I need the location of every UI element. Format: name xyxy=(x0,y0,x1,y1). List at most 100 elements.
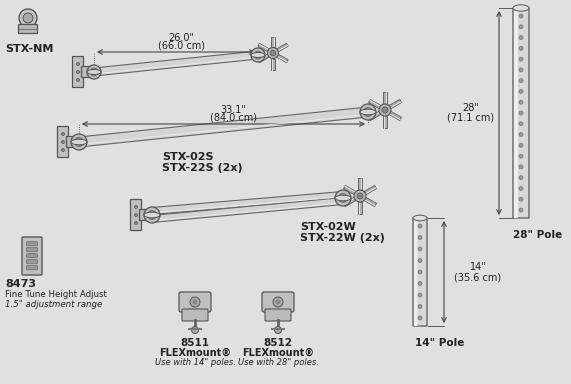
Text: 8511: 8511 xyxy=(180,338,210,348)
Polygon shape xyxy=(364,185,376,195)
FancyBboxPatch shape xyxy=(265,309,291,321)
Ellipse shape xyxy=(413,215,427,221)
Circle shape xyxy=(519,79,523,83)
Circle shape xyxy=(519,25,523,29)
Circle shape xyxy=(23,13,33,23)
FancyBboxPatch shape xyxy=(18,25,38,33)
Polygon shape xyxy=(344,185,356,195)
Circle shape xyxy=(519,132,523,137)
Circle shape xyxy=(251,48,265,62)
Circle shape xyxy=(519,14,523,18)
Ellipse shape xyxy=(87,70,101,74)
Circle shape xyxy=(192,300,198,305)
Circle shape xyxy=(339,194,347,202)
Circle shape xyxy=(418,224,422,228)
FancyBboxPatch shape xyxy=(413,218,427,326)
Circle shape xyxy=(135,205,138,209)
Circle shape xyxy=(357,193,363,199)
Circle shape xyxy=(62,132,65,136)
Polygon shape xyxy=(258,43,269,52)
Circle shape xyxy=(519,197,523,201)
Circle shape xyxy=(335,190,351,206)
Circle shape xyxy=(275,326,282,333)
Text: Use with 28" poles.: Use with 28" poles. xyxy=(238,358,319,367)
Polygon shape xyxy=(368,111,381,121)
Polygon shape xyxy=(78,107,368,147)
Ellipse shape xyxy=(251,53,265,58)
Circle shape xyxy=(135,222,138,225)
Circle shape xyxy=(418,247,422,251)
Circle shape xyxy=(90,68,98,76)
Text: 14" Pole: 14" Pole xyxy=(415,338,464,348)
Circle shape xyxy=(364,108,372,116)
Text: STX-22W (2x): STX-22W (2x) xyxy=(300,233,385,243)
Text: 8473: 8473 xyxy=(5,279,36,289)
Text: (66.0 cm): (66.0 cm) xyxy=(158,41,204,51)
FancyBboxPatch shape xyxy=(22,237,42,275)
FancyBboxPatch shape xyxy=(182,309,208,321)
Ellipse shape xyxy=(71,139,87,145)
Text: (84.0 cm): (84.0 cm) xyxy=(210,113,257,123)
FancyBboxPatch shape xyxy=(414,218,417,326)
Ellipse shape xyxy=(513,5,529,11)
FancyBboxPatch shape xyxy=(131,200,142,230)
Polygon shape xyxy=(94,51,259,76)
Circle shape xyxy=(190,297,200,307)
Circle shape xyxy=(62,149,65,152)
Circle shape xyxy=(519,36,523,40)
Circle shape xyxy=(519,46,523,50)
Ellipse shape xyxy=(360,109,376,115)
Circle shape xyxy=(418,235,422,240)
Circle shape xyxy=(62,141,65,144)
Polygon shape xyxy=(358,202,362,214)
Text: STX-02S: STX-02S xyxy=(162,152,214,162)
Circle shape xyxy=(418,316,422,320)
Circle shape xyxy=(519,175,523,180)
Text: 28" Pole: 28" Pole xyxy=(513,230,562,240)
Circle shape xyxy=(519,187,523,190)
Circle shape xyxy=(382,107,388,113)
Polygon shape xyxy=(344,197,356,207)
Circle shape xyxy=(77,63,79,66)
Polygon shape xyxy=(271,58,275,70)
Text: STX-02W: STX-02W xyxy=(300,222,356,232)
Circle shape xyxy=(519,57,523,61)
Circle shape xyxy=(519,143,523,147)
Text: Use with 14" poles.: Use with 14" poles. xyxy=(155,358,235,367)
Circle shape xyxy=(418,270,422,274)
Polygon shape xyxy=(383,116,387,128)
Circle shape xyxy=(418,281,422,285)
Circle shape xyxy=(519,68,523,72)
Circle shape xyxy=(191,326,199,333)
Circle shape xyxy=(87,65,101,79)
Circle shape xyxy=(379,104,391,116)
Circle shape xyxy=(147,210,156,219)
Text: 14": 14" xyxy=(469,262,486,272)
Text: 8512: 8512 xyxy=(263,338,292,348)
Text: 26.0": 26.0" xyxy=(168,33,194,43)
FancyBboxPatch shape xyxy=(513,8,529,218)
Circle shape xyxy=(418,305,422,308)
Ellipse shape xyxy=(335,195,351,201)
Text: Fine Tune Height Adjust: Fine Tune Height Adjust xyxy=(5,290,107,299)
FancyBboxPatch shape xyxy=(262,292,294,312)
Circle shape xyxy=(273,297,283,307)
Circle shape xyxy=(77,78,79,81)
Text: 1.5" adjustment range: 1.5" adjustment range xyxy=(5,300,102,309)
Text: STX-22S (2x): STX-22S (2x) xyxy=(162,163,243,173)
Circle shape xyxy=(519,100,523,104)
FancyBboxPatch shape xyxy=(27,254,37,258)
Polygon shape xyxy=(277,43,288,52)
Polygon shape xyxy=(258,54,269,63)
Polygon shape xyxy=(364,197,376,207)
Circle shape xyxy=(418,258,422,263)
FancyBboxPatch shape xyxy=(27,266,37,270)
Text: STX-NM: STX-NM xyxy=(5,44,53,54)
FancyBboxPatch shape xyxy=(27,242,37,246)
Circle shape xyxy=(270,50,276,56)
FancyBboxPatch shape xyxy=(58,126,69,157)
Text: FLEXmount®: FLEXmount® xyxy=(159,348,231,358)
Text: (71.1 cm): (71.1 cm) xyxy=(448,113,494,123)
Circle shape xyxy=(519,154,523,158)
Polygon shape xyxy=(368,99,381,109)
